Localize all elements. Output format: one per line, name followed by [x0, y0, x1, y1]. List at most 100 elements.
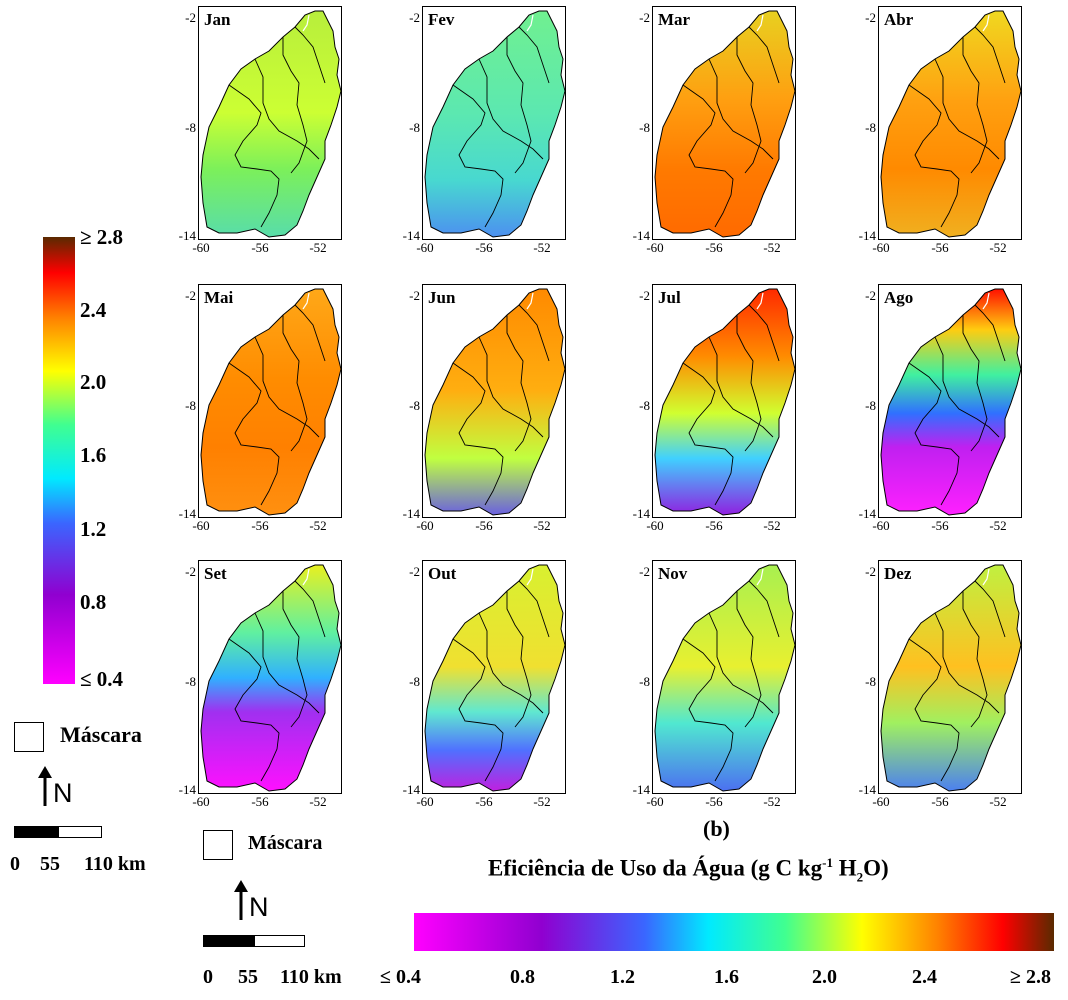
month-label: Nov	[658, 564, 688, 583]
y-tick-label: -2	[865, 10, 876, 25]
colorbar-horizontal-tick: ≥ 2.8	[1010, 966, 1051, 988]
scale-label-0-left: 0	[10, 853, 20, 875]
y-tick-label: -8	[865, 674, 876, 689]
y-tick-label: -2	[639, 564, 650, 579]
y-tick-label: -2	[409, 564, 420, 579]
mask-label-bottom: Máscara	[248, 832, 323, 854]
colorbar-horizontal	[414, 913, 1054, 951]
colorbar-title-main: Eficiência de Uso da Água (g C kg	[488, 855, 823, 881]
y-tick-label: -8	[185, 120, 196, 135]
colorbar-title-sup: -1	[822, 855, 833, 870]
month-label: Ago	[884, 288, 914, 307]
colorbar-vertical-tick: 1.6	[80, 443, 107, 467]
y-tick-label: -2	[185, 288, 196, 303]
colorbar-vertical	[43, 237, 75, 684]
mask-label-left: Máscara	[60, 722, 142, 747]
y-tick-label: -8	[185, 398, 196, 413]
y-tick-label: -14	[858, 506, 876, 521]
region-map	[200, 288, 341, 516]
y-tick-label: -14	[858, 782, 876, 797]
y-tick-label: -8	[185, 674, 196, 689]
y-tick-label: -2	[865, 288, 876, 303]
map-frame	[652, 284, 796, 518]
map-frame	[652, 6, 796, 240]
x-tick-label: -52	[309, 518, 327, 533]
map-panel-jun: Jun -2 -8 -14 -60 -56 -52	[402, 280, 570, 533]
x-tick-label: -56	[931, 240, 949, 255]
north-arrow-left	[38, 766, 52, 811]
x-tick-label: -52	[533, 240, 551, 255]
x-tick-label: -60	[646, 794, 664, 809]
y-tick-label: -14	[632, 506, 650, 521]
x-tick-label: -60	[646, 240, 664, 255]
colorbar-horizontal-tick: 2.4	[912, 966, 937, 988]
x-tick-label: -60	[416, 794, 434, 809]
x-tick-label: -60	[872, 794, 890, 809]
y-tick-label: -2	[409, 10, 420, 25]
region-map	[880, 288, 1021, 516]
y-tick-label: -8	[409, 674, 420, 689]
map-panel-jan: Jan -2 -8 -14 -60 -56 -52	[178, 2, 346, 255]
north-label-bottom: N	[249, 892, 269, 922]
x-tick-label: -60	[192, 240, 210, 255]
map-frame	[878, 560, 1022, 794]
north-label-left: N	[53, 778, 73, 808]
month-label: Fev	[428, 10, 455, 29]
y-tick-label: -8	[409, 120, 420, 135]
map-panel-abr: Abr -2 -8 -14 -60 -56 -52	[858, 2, 1026, 255]
scale-bar-left	[14, 826, 102, 838]
mask-swatch-bottom	[203, 830, 233, 860]
colorbar-horizontal-tick: ≤ 0.4	[380, 966, 421, 988]
x-tick-label: -52	[533, 794, 551, 809]
y-tick-label: -14	[402, 228, 420, 243]
x-tick-label: -56	[475, 794, 493, 809]
region-map	[200, 10, 341, 238]
y-tick-label: -2	[185, 10, 196, 25]
map-panel-ago: Ago -2 -8 -14 -60 -56 -52	[858, 280, 1026, 533]
y-tick-label: -2	[639, 10, 650, 25]
scale-bar-bottom	[203, 935, 305, 947]
region-map	[424, 10, 565, 238]
month-label: Jan	[204, 10, 231, 29]
map-frame	[198, 284, 342, 518]
y-tick-label: -14	[402, 782, 420, 797]
month-label: Out	[428, 564, 457, 583]
month-label: Jul	[658, 288, 681, 307]
x-tick-label: -52	[989, 518, 1007, 533]
x-tick-label: -60	[192, 518, 210, 533]
colorbar-title-h: H	[833, 855, 857, 881]
region-map	[880, 10, 1021, 238]
x-tick-label: -56	[931, 518, 949, 533]
panel-letter: (b)	[703, 816, 730, 841]
map-frame	[422, 560, 566, 794]
y-tick-label: -8	[639, 674, 650, 689]
x-tick-label: -56	[931, 794, 949, 809]
scale-label-0-bottom: 0	[203, 966, 213, 988]
map-frame	[652, 560, 796, 794]
x-tick-label: -52	[533, 518, 551, 533]
month-label: Jun	[428, 288, 456, 307]
region-map	[880, 564, 1021, 792]
colorbar-horizontal-tick: 0.8	[510, 966, 535, 988]
map-frame	[878, 6, 1022, 240]
y-tick-label: -14	[632, 228, 650, 243]
scale-label-110-bottom: 110 km	[280, 966, 342, 988]
y-tick-label: -8	[639, 398, 650, 413]
y-tick-label: -14	[858, 228, 876, 243]
y-tick-label: -2	[409, 288, 420, 303]
x-tick-label: -60	[646, 518, 664, 533]
colorbar-vertical-tick: 2.0	[80, 370, 107, 394]
month-label: Mai	[204, 288, 234, 307]
x-tick-label: -52	[309, 240, 327, 255]
month-label: Set	[204, 564, 227, 583]
x-tick-label: -60	[192, 794, 210, 809]
y-tick-label: -2	[185, 564, 196, 579]
region-map	[654, 564, 795, 792]
region-map	[654, 288, 795, 516]
region-map	[424, 564, 565, 792]
scale-label-55-bottom: 55	[238, 966, 258, 988]
colorbar-horizontal-tick: 2.0	[812, 966, 837, 988]
map-panel-nov: Nov -2 -8 -14 -60 -56 -52	[632, 556, 800, 809]
map-panel-mar: Mar -2 -8 -14 -60 -56 -52	[632, 2, 800, 255]
x-tick-label: -56	[705, 240, 723, 255]
